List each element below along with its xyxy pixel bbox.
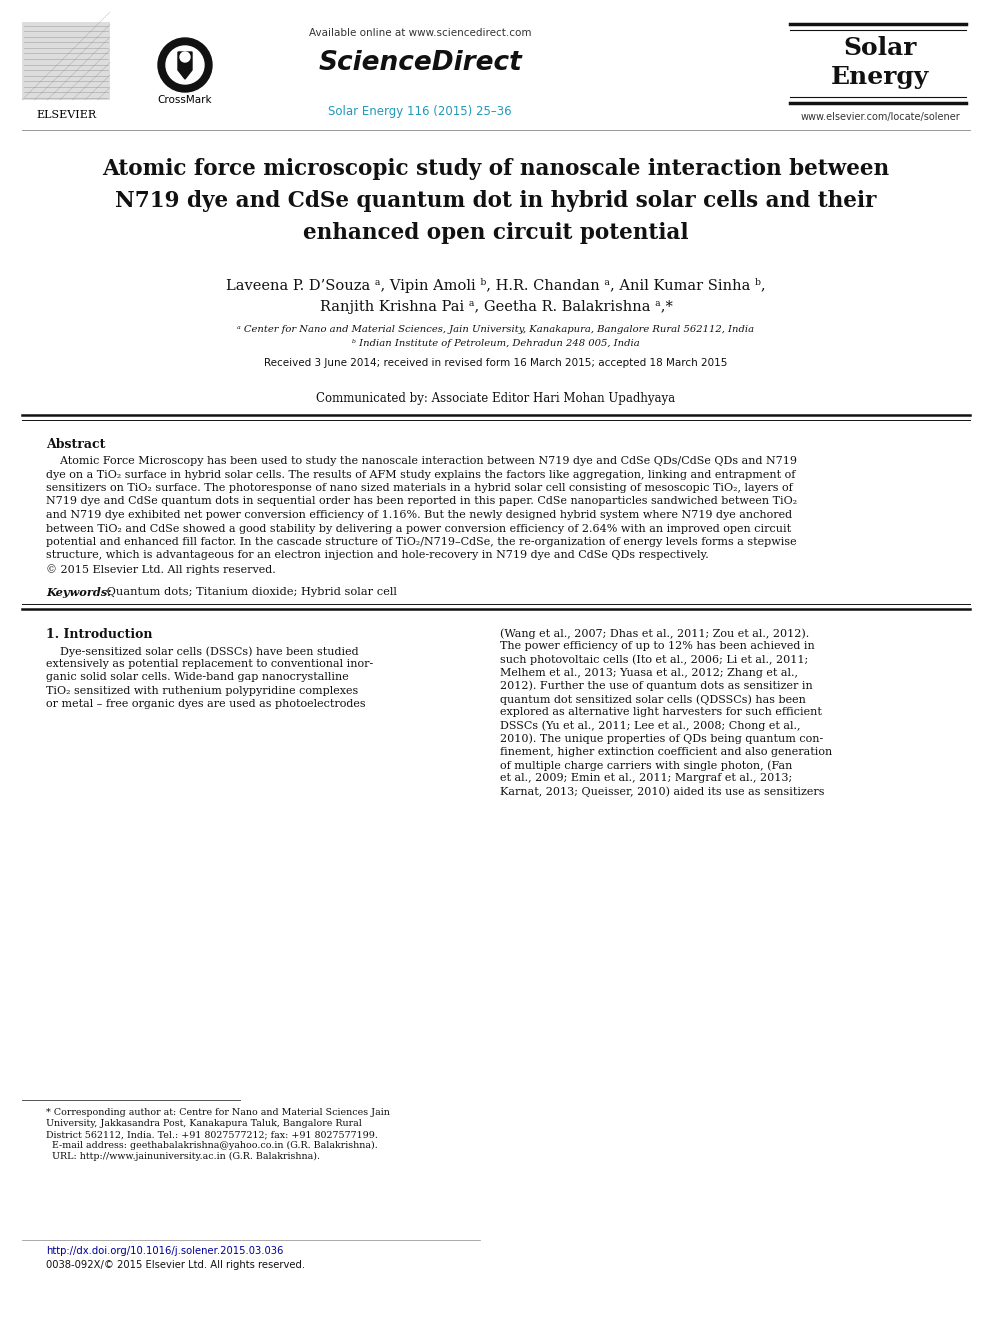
Text: N719 dye and CdSe quantum dots in sequential order has been reported in this pap: N719 dye and CdSe quantum dots in sequen… <box>46 496 798 507</box>
Text: dye on a TiO₂ surface in hybrid solar cells. The results of AFM study explains t: dye on a TiO₂ surface in hybrid solar ce… <box>46 470 796 479</box>
Text: 0038-092X/© 2015 Elsevier Ltd. All rights reserved.: 0038-092X/© 2015 Elsevier Ltd. All right… <box>46 1259 306 1270</box>
Text: 1. Introduction: 1. Introduction <box>46 628 153 642</box>
Text: such photovoltaic cells (Ito et al., 2006; Li et al., 2011;: such photovoltaic cells (Ito et al., 200… <box>500 655 808 665</box>
Text: Dye-sensitized solar cells (DSSCs) have been studied: Dye-sensitized solar cells (DSSCs) have … <box>46 646 359 656</box>
Text: Abstract: Abstract <box>46 438 105 451</box>
Text: District 562112, India. Tel.: +91 8027577212; fax: +91 8027577199.: District 562112, India. Tel.: +91 802757… <box>46 1130 378 1139</box>
Text: Solar Energy 116 (2015) 25–36: Solar Energy 116 (2015) 25–36 <box>328 105 512 118</box>
Text: Energy: Energy <box>831 65 930 89</box>
Text: ᵇ Indian Institute of Petroleum, Dehradun 248 005, India: ᵇ Indian Institute of Petroleum, Dehradu… <box>352 339 640 348</box>
Text: Communicated by: Associate Editor Hari Mohan Upadhyaya: Communicated by: Associate Editor Hari M… <box>316 392 676 405</box>
Text: Melhem et al., 2013; Yuasa et al., 2012; Zhang et al.,: Melhem et al., 2013; Yuasa et al., 2012;… <box>500 668 798 677</box>
Text: of multiple charge carriers with single photon, (Fan: of multiple charge carriers with single … <box>500 759 793 770</box>
Text: or metal – free organic dyes are used as photoelectrodes: or metal – free organic dyes are used as… <box>46 699 366 709</box>
Polygon shape <box>178 52 192 79</box>
Text: enhanced open circuit potential: enhanced open circuit potential <box>304 222 688 243</box>
Text: (Wang et al., 2007; Dhas et al., 2011; Zou et al., 2012).: (Wang et al., 2007; Dhas et al., 2011; Z… <box>500 628 809 639</box>
Text: Keywords:: Keywords: <box>46 587 111 598</box>
Text: quantum dot sensitized solar cells (QDSSCs) has been: quantum dot sensitized solar cells (QDSS… <box>500 695 806 705</box>
Text: 2010). The unique properties of QDs being quantum con-: 2010). The unique properties of QDs bein… <box>500 733 823 744</box>
Text: Solar: Solar <box>843 36 917 60</box>
Text: Atomic force microscopic study of nanoscale interaction between: Atomic force microscopic study of nanosc… <box>102 157 890 180</box>
Text: E-mail address: geethabalakrishna@yahoo.co.in (G.R. Balakrishna).: E-mail address: geethabalakrishna@yahoo.… <box>46 1140 378 1150</box>
Text: Quantum dots; Titanium dioxide; Hybrid solar cell: Quantum dots; Titanium dioxide; Hybrid s… <box>103 587 397 597</box>
Text: www.elsevier.com/locate/solener: www.elsevier.com/locate/solener <box>801 112 960 122</box>
Text: CrossMark: CrossMark <box>158 95 212 105</box>
Text: http://dx.doi.org/10.1016/j.solener.2015.03.036: http://dx.doi.org/10.1016/j.solener.2015… <box>46 1246 284 1256</box>
Text: ganic solid solar cells. Wide-band gap nanocrystalline: ganic solid solar cells. Wide-band gap n… <box>46 672 349 683</box>
Bar <box>22 22 110 101</box>
Circle shape <box>158 38 212 93</box>
Text: N719 dye and CdSe quantum dot in hybrid solar cells and their: N719 dye and CdSe quantum dot in hybrid … <box>115 191 877 212</box>
Text: extensively as potential replacement to conventional inor-: extensively as potential replacement to … <box>46 659 373 669</box>
Circle shape <box>166 46 204 83</box>
Text: explored as alternative light harvesters for such efficient: explored as alternative light harvesters… <box>500 708 822 717</box>
Text: structure, which is advantageous for an electron injection and hole-recovery in : structure, which is advantageous for an … <box>46 550 708 561</box>
Text: ScienceDirect: ScienceDirect <box>318 50 522 75</box>
Text: Karnat, 2013; Queisser, 2010) aided its use as sensitizers: Karnat, 2013; Queisser, 2010) aided its … <box>500 786 824 796</box>
Text: and N719 dye exhibited net power conversion efficiency of 1.16%. But the newly d: and N719 dye exhibited net power convers… <box>46 509 793 520</box>
Text: TiO₂ sensitized with ruthenium polypyridine complexes: TiO₂ sensitized with ruthenium polypyrid… <box>46 685 358 696</box>
Text: Atomic Force Microscopy has been used to study the nanoscale interaction between: Atomic Force Microscopy has been used to… <box>46 456 797 466</box>
Text: Received 3 June 2014; received in revised form 16 March 2015; accepted 18 March : Received 3 June 2014; received in revise… <box>264 359 728 368</box>
Text: finement, higher extinction coefficient and also generation: finement, higher extinction coefficient … <box>500 746 832 757</box>
Text: Ranjith Krishna Pai ᵃ, Geetha R. Balakrishna ᵃ,*: Ranjith Krishna Pai ᵃ, Geetha R. Balakri… <box>319 300 673 314</box>
Text: DSSCs (Yu et al., 2011; Lee et al., 2008; Chong et al.,: DSSCs (Yu et al., 2011; Lee et al., 2008… <box>500 721 801 732</box>
Text: Available online at www.sciencedirect.com: Available online at www.sciencedirect.co… <box>309 28 532 38</box>
Text: ᵃ Center for Nano and Material Sciences, Jain University, Kanakapura, Bangalore : ᵃ Center for Nano and Material Sciences,… <box>237 325 755 333</box>
Text: et al., 2009; Emin et al., 2011; Margraf et al., 2013;: et al., 2009; Emin et al., 2011; Margraf… <box>500 773 793 783</box>
Text: URL: http://www.jainuniversity.ac.in (G.R. Balakrishna).: URL: http://www.jainuniversity.ac.in (G.… <box>46 1152 320 1162</box>
Text: sensitizers on TiO₂ surface. The photoresponse of nano sized materials in a hybr: sensitizers on TiO₂ surface. The photore… <box>46 483 793 493</box>
Text: potential and enhanced fill factor. In the cascade structure of TiO₂/N719–CdSe, : potential and enhanced fill factor. In t… <box>46 537 797 546</box>
Text: © 2015 Elsevier Ltd. All rights reserved.: © 2015 Elsevier Ltd. All rights reserved… <box>46 564 276 574</box>
Text: between TiO₂ and CdSe showed a good stability by delivering a power conversion e: between TiO₂ and CdSe showed a good stab… <box>46 524 792 533</box>
Text: * Corresponding author at: Centre for Nano and Material Sciences Jain: * Corresponding author at: Centre for Na… <box>46 1107 390 1117</box>
Text: ELSEVIER: ELSEVIER <box>36 110 96 120</box>
Text: 2012). Further the use of quantum dots as sensitizer in: 2012). Further the use of quantum dots a… <box>500 681 812 692</box>
Text: Laveena P. D’Souza ᵃ, Vipin Amoli ᵇ, H.R. Chandan ᵃ, Anil Kumar Sinha ᵇ,: Laveena P. D’Souza ᵃ, Vipin Amoli ᵇ, H.R… <box>226 278 766 292</box>
Text: The power efficiency of up to 12% has been achieved in: The power efficiency of up to 12% has be… <box>500 642 814 651</box>
Text: University, Jakkasandra Post, Kanakapura Taluk, Bangalore Rural: University, Jakkasandra Post, Kanakapura… <box>46 1119 362 1129</box>
Circle shape <box>180 52 190 62</box>
